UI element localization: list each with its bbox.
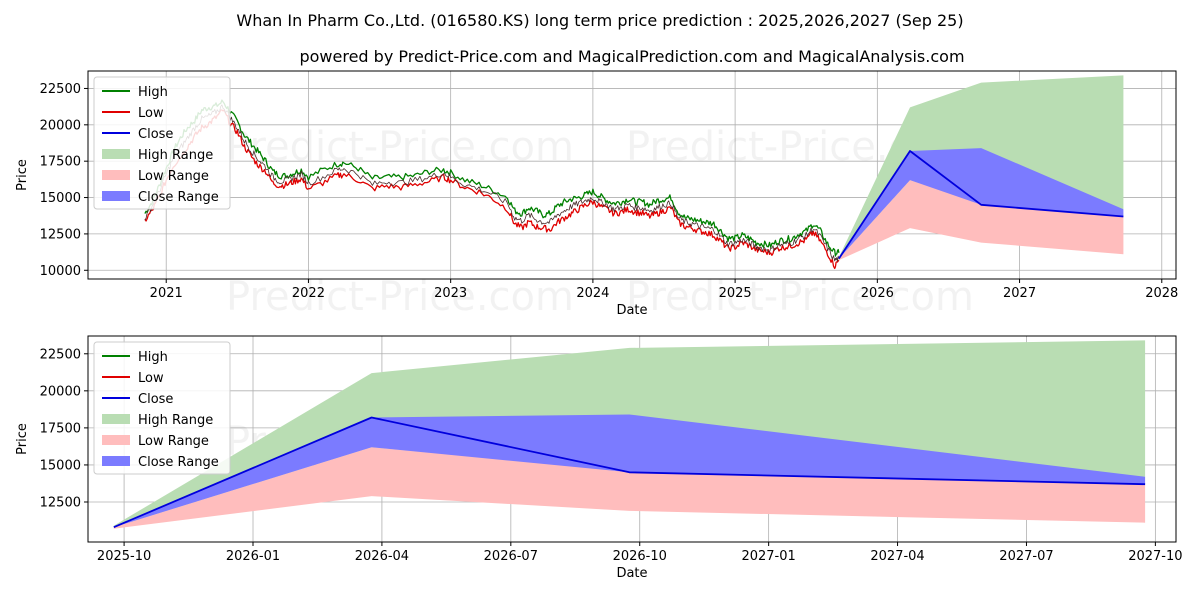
x-tick-label: 2025-10 xyxy=(97,549,151,564)
chart-subtitle: powered by Predict-Price.com and Magical… xyxy=(299,47,964,66)
legend-close-range-label: Close Range xyxy=(138,190,219,205)
high-series-line xyxy=(144,99,840,257)
x-axis-label: Date xyxy=(616,566,647,581)
x-tick-label: 2027-01 xyxy=(741,549,795,564)
legend-high-range-swatch xyxy=(102,414,130,424)
y-tick-label: 20000 xyxy=(40,384,81,399)
legend-low-range-swatch xyxy=(102,170,130,180)
legend-close-range-swatch xyxy=(102,191,130,201)
legend-low-range-swatch xyxy=(102,435,130,445)
legend-high-range-swatch xyxy=(102,149,130,159)
y-tick-label: 12500 xyxy=(40,227,81,242)
x-tick-label: 2024 xyxy=(576,286,609,301)
x-tick-label: 2022 xyxy=(292,286,325,301)
y-axis-label: Price xyxy=(15,423,30,455)
y-tick-label: 10000 xyxy=(40,264,81,279)
legend-high-range-label: High Range xyxy=(138,148,213,163)
watermark-text: Predict-Price.com xyxy=(226,274,574,320)
x-tick-label: 2027 xyxy=(1003,286,1036,301)
y-tick-label: 22500 xyxy=(40,347,81,362)
legend-low-label: Low xyxy=(138,106,164,121)
axes-frame xyxy=(87,335,1177,543)
x-tick-label: 2026-04 xyxy=(355,549,409,564)
close-range-band xyxy=(113,414,1146,528)
y-tick-label: 17500 xyxy=(40,421,81,436)
watermark-text: Predict-Price.com xyxy=(226,124,574,170)
legend-close-range-swatch xyxy=(102,456,130,466)
y-tick-label: 15000 xyxy=(40,458,81,473)
legend-low-range-label: Low Range xyxy=(138,169,209,184)
y-tick-label: 22500 xyxy=(40,82,81,97)
x-tick-label: 2021 xyxy=(150,286,183,301)
x-tick-label: 2027-10 xyxy=(1128,549,1182,564)
legend-high-label: High xyxy=(138,350,168,365)
y-tick-label: 20000 xyxy=(40,118,81,133)
close-range-band xyxy=(838,148,1124,259)
plot-area xyxy=(113,340,1146,529)
chart-title: Whan In Pharm Co.,Ltd. (016580.KS) long … xyxy=(236,11,963,30)
low-range-band xyxy=(838,180,1124,261)
x-tick-label: 2028 xyxy=(1145,286,1178,301)
legend-high-label: High xyxy=(138,85,168,100)
y-tick-label: 17500 xyxy=(40,155,81,170)
legend-close-label: Close xyxy=(138,127,173,142)
x-tick-label: 2026-01 xyxy=(226,549,280,564)
y-tick-label: 12500 xyxy=(40,495,81,510)
x-tick-label: 2023 xyxy=(434,286,467,301)
legend-low-label: Low xyxy=(138,371,164,386)
y-tick-label: 15000 xyxy=(40,191,81,206)
x-tick-label: 2027-04 xyxy=(870,549,924,564)
close-history-line xyxy=(144,104,840,262)
legend-close-label: Close xyxy=(138,392,173,407)
x-tick-label: 2026 xyxy=(861,286,894,301)
low-range-band xyxy=(113,447,1146,529)
y-axis-label: Price xyxy=(15,159,30,191)
x-tick-label: 2025 xyxy=(719,286,752,301)
watermark-text: Predict-Price.com xyxy=(626,274,974,320)
x-axis-label: Date xyxy=(616,303,647,318)
x-tick-label: 2026-07 xyxy=(484,549,538,564)
plot-area xyxy=(144,75,1124,270)
axes-frame xyxy=(87,70,1177,280)
legend-close-range-label: Close Range xyxy=(138,455,219,470)
close-forecast-line xyxy=(113,416,1146,529)
legend-low-range-label: Low Range xyxy=(138,434,209,449)
close-forecast-line xyxy=(838,150,1124,260)
x-tick-label: 2026-10 xyxy=(613,549,667,564)
legend-high-range-label: High Range xyxy=(138,413,213,428)
x-tick-label: 2027-07 xyxy=(999,549,1053,564)
